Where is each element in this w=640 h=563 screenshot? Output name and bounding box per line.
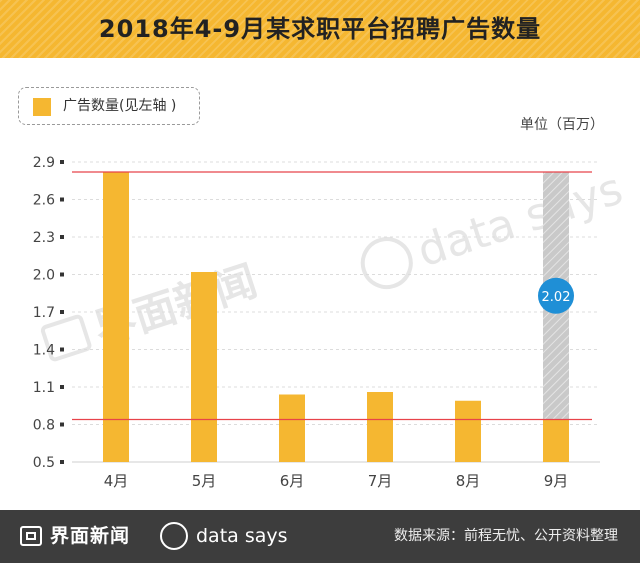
jiemian-logo-icon	[20, 526, 42, 546]
y-tick-label: 0.5	[33, 455, 55, 471]
bar	[455, 400, 481, 462]
y-tick-mark	[60, 160, 64, 164]
callout: 2.02	[538, 277, 574, 314]
bar	[543, 419, 569, 462]
y-tick-label: 0.8	[33, 418, 55, 434]
data-source: 数据来源：前程无忧、公开资料整理	[394, 528, 618, 544]
footer: 界面新闻 data says 数据来源：前程无忧、公开资料整理	[0, 510, 640, 563]
x-tick-label: 5月	[192, 472, 217, 490]
jiemian-brand: 界面新闻	[50, 525, 131, 547]
x-tick-label: 6月	[280, 472, 305, 490]
x-tick-label: 4月	[104, 472, 129, 490]
bar	[103, 172, 129, 462]
y-tick-mark	[60, 422, 64, 427]
y-tick-label: 1.1	[33, 380, 55, 396]
chart-header: 2018年4-9月某求职平台招聘广告数量	[0, 0, 640, 58]
unit-label: 单位（百万）	[520, 117, 604, 133]
x-tick-label: 8月	[456, 472, 481, 490]
x-axis: 4月 5月 6月 7月 8月 9月	[104, 472, 569, 490]
legend-label: 广告数量(见左轴 )	[63, 98, 177, 114]
y-tick-label: 2.3	[33, 230, 55, 246]
legend-swatch	[33, 98, 51, 116]
y-tick-mark	[60, 347, 64, 352]
y-tick-label: 2.0	[33, 268, 55, 284]
y-tick-label: 2.9	[33, 155, 55, 171]
callout-bubble	[538, 277, 574, 314]
reference-lines	[72, 171, 592, 421]
y-tick-label: 1.4	[33, 343, 55, 359]
x-tick-label: 7月	[368, 472, 393, 490]
bar	[367, 392, 393, 462]
y-tick-mark	[60, 385, 64, 389]
grid-lines	[72, 161, 600, 463]
y-tick-label: 1.7	[33, 305, 55, 321]
y-tick-mark	[60, 310, 64, 314]
y-tick-mark	[60, 460, 64, 464]
y-tick-label: 2.6	[33, 193, 55, 209]
datasays-logo-icon	[160, 522, 188, 550]
y-axis: 2.9 2.6 2.3 2.0 1.7 1.4 1.1 0.8 0.5	[33, 155, 64, 471]
bar	[191, 272, 217, 462]
bars	[103, 172, 569, 462]
y-tick-mark	[60, 235, 64, 239]
bar-chart: 2.9 2.6 2.3 2.0 1.7 1.4 1.1 0.8 0.5 4月 5月 6月 7月 8月 9月…	[33, 155, 600, 490]
legend: 广告数量(见左轴 )	[18, 87, 200, 125]
y-tick-mark	[60, 197, 64, 202]
bar	[279, 394, 305, 462]
datasays-brand: data says	[196, 525, 288, 547]
callout-label: 2.02	[542, 290, 571, 305]
chart-title: 2018年4-9月某求职平台招聘广告数量	[98, 15, 542, 43]
y-tick-mark	[60, 272, 64, 277]
x-tick-label: 9月	[544, 472, 569, 490]
